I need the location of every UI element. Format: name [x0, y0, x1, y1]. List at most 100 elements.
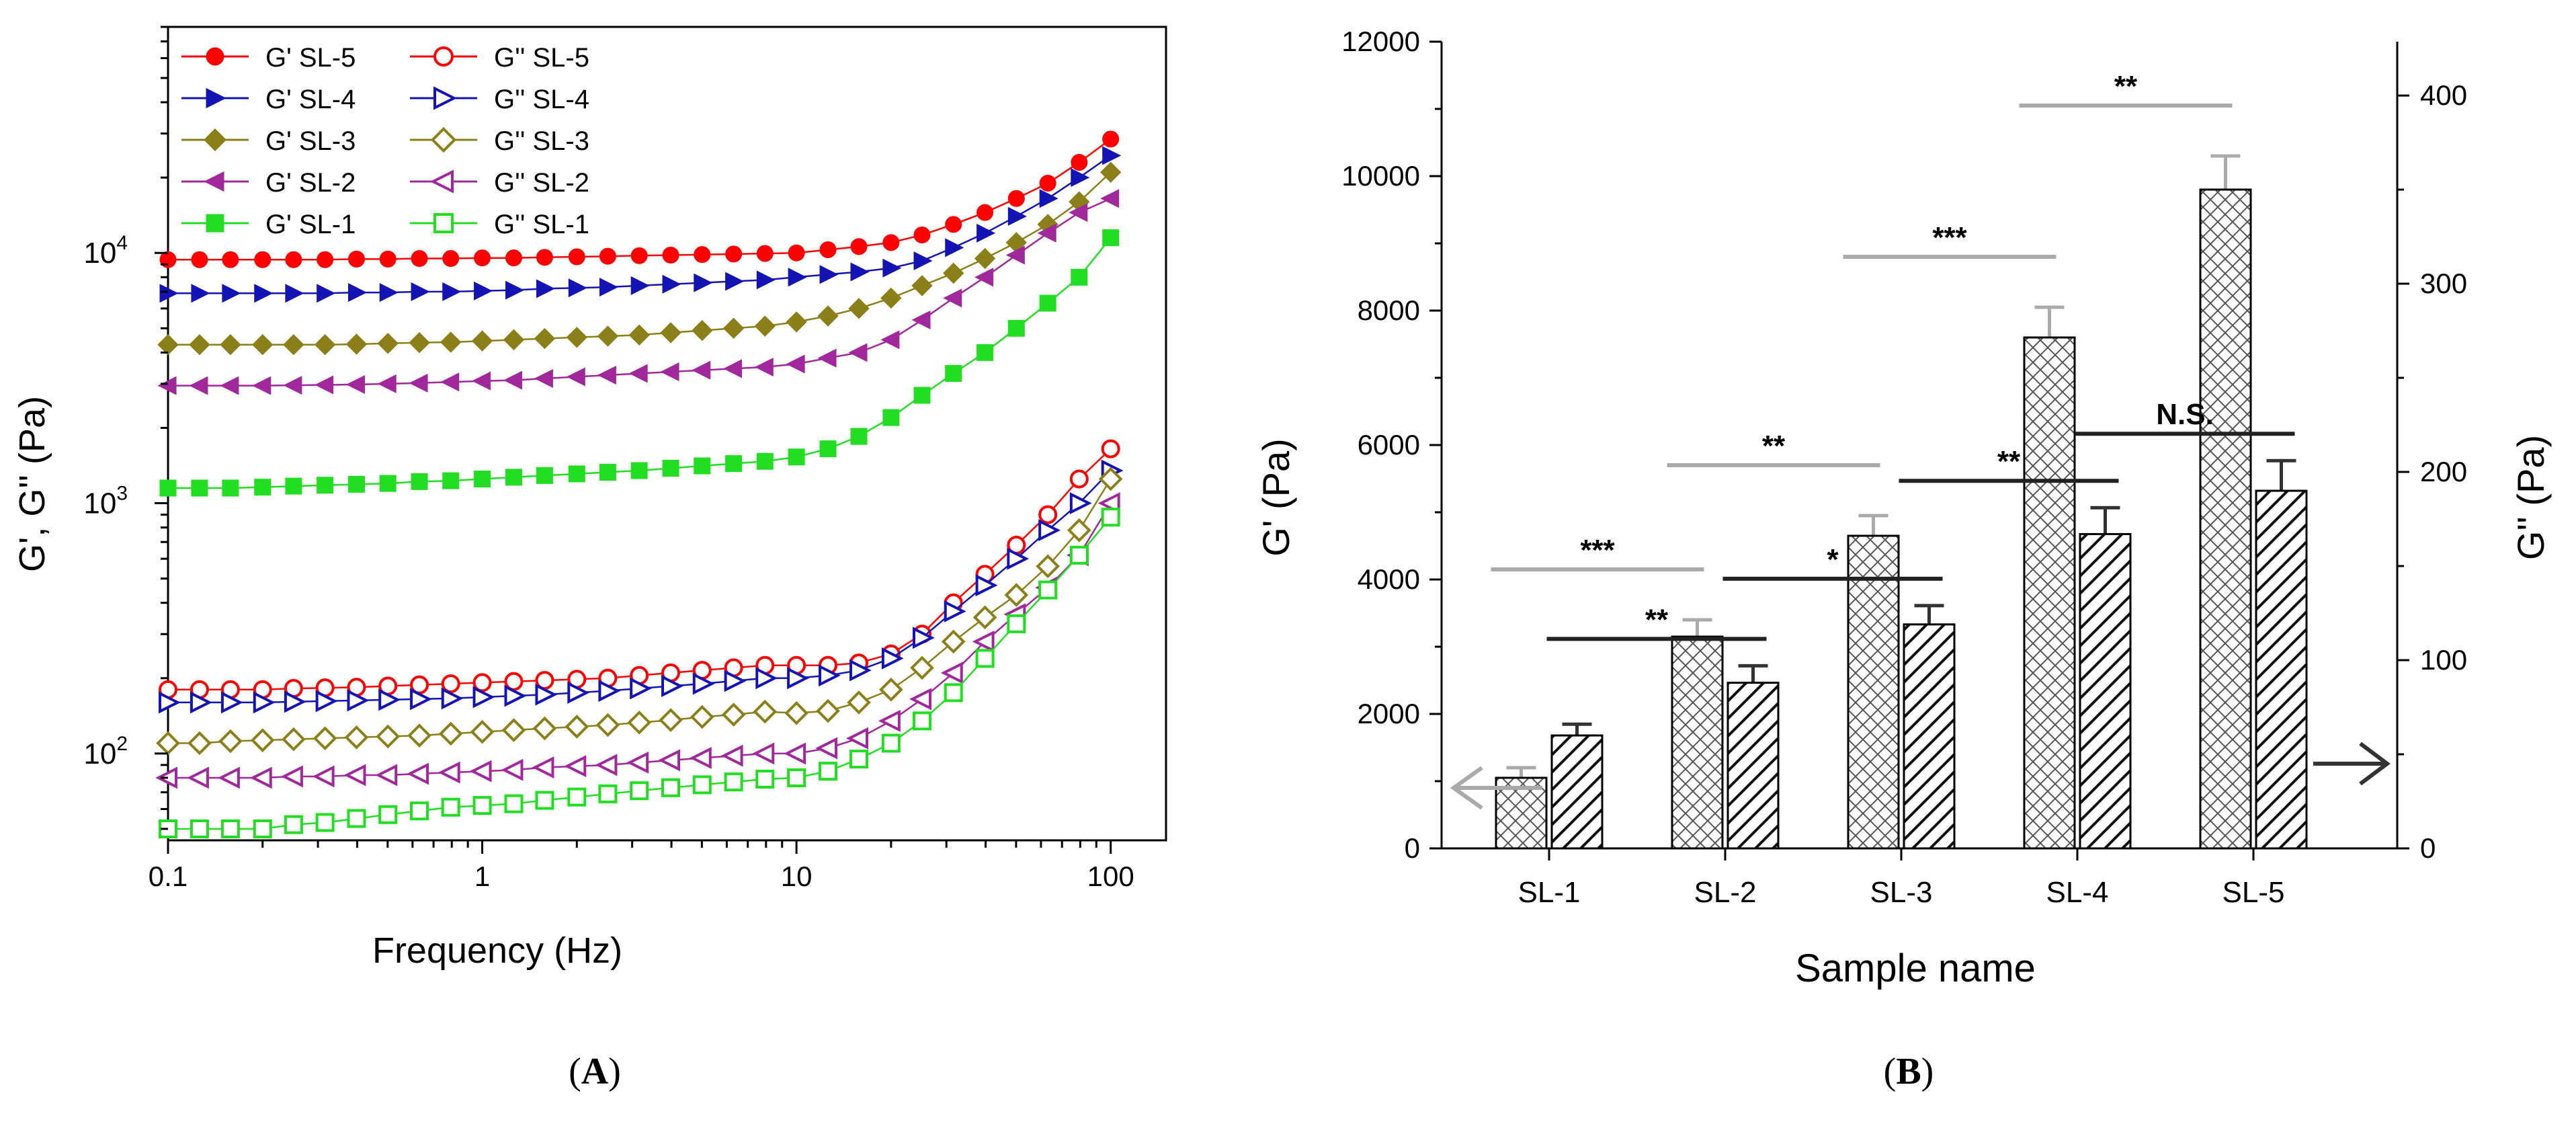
data-point — [721, 703, 746, 727]
data-point — [218, 729, 243, 754]
data-point — [472, 371, 491, 391]
data-point — [819, 265, 839, 284]
data-point — [284, 815, 303, 834]
legend-marker — [430, 126, 457, 153]
data-point — [379, 283, 399, 303]
data-point — [378, 805, 398, 824]
legend-label: G' SL-3 — [265, 126, 356, 156]
panel-a-label-letter: A — [581, 1051, 609, 1092]
data-point — [315, 375, 334, 395]
data-point — [254, 251, 272, 268]
data-point — [159, 284, 179, 303]
data-point — [565, 715, 589, 739]
panel-b-x-axis-label: Sample name — [1795, 947, 2036, 990]
data-point — [626, 751, 649, 774]
data-point — [409, 332, 430, 354]
data-point — [848, 343, 868, 362]
data-point — [315, 813, 335, 832]
data-point — [566, 367, 585, 387]
data-point — [658, 749, 681, 772]
data-point — [879, 678, 903, 702]
left-y-tick-label: 2000 — [1358, 698, 1420, 729]
significance-label: ** — [1645, 603, 1669, 636]
data-point — [1037, 223, 1056, 243]
y-tick-base: 10 — [83, 737, 116, 770]
data-point — [977, 344, 994, 361]
panel-a-plot-frame — [167, 26, 1167, 842]
data-point — [1071, 268, 1088, 286]
data-point — [411, 473, 428, 490]
panel-a-y-axis-label: G', G'' (Pa) — [12, 396, 52, 572]
data-point — [472, 673, 492, 692]
panel-b-label: (B) — [1884, 1051, 1934, 1092]
data-point — [347, 689, 370, 712]
series-g-sl-3 — [157, 161, 1122, 356]
legend-marker — [204, 128, 226, 151]
left-y-tick-label: 10000 — [1341, 160, 1420, 192]
legend-marker — [433, 46, 454, 67]
panel-a-label: (A) — [569, 1051, 621, 1092]
data-point — [501, 718, 526, 742]
data-point — [913, 251, 933, 270]
data-point — [1101, 439, 1120, 458]
data-point — [662, 459, 679, 477]
data-point — [157, 334, 179, 356]
right-y-tick-label: 100 — [2420, 644, 2467, 676]
data-point — [377, 333, 399, 354]
data-point — [819, 241, 837, 258]
data-point — [409, 373, 428, 393]
data-point — [815, 737, 838, 760]
legend-label: G' SL-2 — [265, 168, 356, 198]
data-point — [1069, 545, 1089, 565]
legend-item: G'' SL-1 — [410, 210, 589, 239]
legend-item: G' SL-4 — [181, 85, 356, 114]
left-axis-arrow-head — [1450, 766, 1483, 810]
bar-g-double-prime — [2255, 489, 2308, 850]
data-point — [1097, 492, 1120, 514]
bar-g-double-prime — [2079, 532, 2132, 850]
bar-g-prime — [1847, 534, 1900, 850]
data-point — [159, 479, 177, 497]
data-point — [564, 755, 587, 778]
data-point — [817, 305, 839, 327]
data-point — [536, 279, 555, 298]
series-g-sl-2 — [157, 189, 1120, 395]
data-point — [343, 764, 366, 787]
data-point — [1102, 130, 1120, 148]
data-point — [566, 327, 588, 348]
data-point — [661, 675, 683, 697]
data-point — [975, 649, 995, 668]
data-point — [1071, 154, 1088, 171]
data-point — [694, 457, 711, 475]
data-point — [222, 251, 239, 268]
panel-b-bars — [1495, 154, 2308, 850]
panel-b-axis-arrows — [1450, 742, 2391, 810]
data-point — [850, 428, 868, 445]
data-point — [156, 731, 180, 756]
data-point — [440, 331, 462, 353]
legend-label: G'' SL-1 — [494, 210, 589, 239]
data-point — [752, 742, 775, 765]
data-point — [568, 278, 587, 298]
panel-b-significance: ***************N.S. — [1491, 70, 2295, 641]
legend-item: G' SL-5 — [181, 43, 356, 73]
data-point — [849, 750, 868, 769]
data-point — [912, 627, 935, 649]
data-point — [756, 270, 776, 290]
data-point — [848, 298, 870, 319]
legend-label: G'' SL-3 — [494, 126, 589, 156]
data-point — [191, 251, 208, 268]
data-point — [630, 677, 653, 700]
data-point — [282, 727, 306, 752]
data-point — [188, 731, 212, 756]
data-point — [627, 710, 652, 735]
data-point — [1101, 508, 1120, 527]
data-point — [911, 275, 933, 296]
data-point — [913, 226, 931, 243]
legend-label: G'' SL-5 — [494, 43, 589, 73]
data-point — [819, 762, 838, 781]
panel-a-series-group — [155, 130, 1124, 838]
data-point — [220, 376, 239, 395]
legend-item: G' SL-1 — [181, 210, 356, 239]
